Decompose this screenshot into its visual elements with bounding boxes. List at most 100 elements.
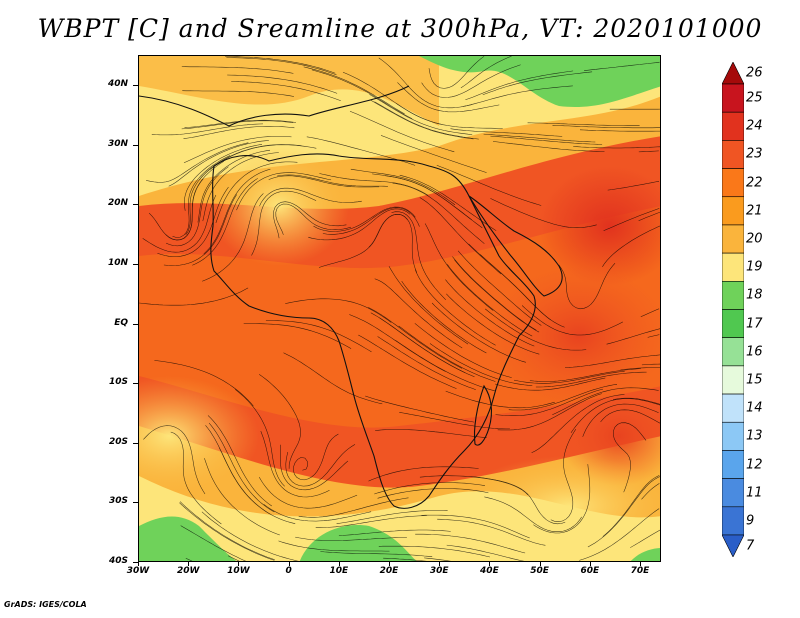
streamline xyxy=(641,483,660,500)
wbpt-field-map xyxy=(139,56,660,561)
colorbar-label: 18 xyxy=(746,287,763,303)
streamline xyxy=(374,101,479,140)
streamline xyxy=(319,173,429,196)
streamline xyxy=(602,225,660,267)
streamline xyxy=(414,323,512,378)
streamline xyxy=(468,243,551,321)
lon-tick xyxy=(489,561,491,566)
lon-tick xyxy=(589,561,591,566)
streamline xyxy=(350,168,456,206)
streamline xyxy=(570,398,660,433)
colorbar-swatch xyxy=(722,393,744,423)
streamline xyxy=(349,314,446,372)
streamline xyxy=(460,56,512,89)
streamline xyxy=(638,211,660,221)
lon-tick xyxy=(539,561,541,566)
streamline xyxy=(235,389,285,487)
lat-label: 20N xyxy=(107,198,128,209)
streamline xyxy=(182,90,295,97)
lat-tick xyxy=(133,144,138,146)
streamline xyxy=(192,178,258,266)
streamline xyxy=(277,174,389,187)
footer-credit: GrADS: IGES/COLA xyxy=(4,600,87,609)
colorbar-label: 23 xyxy=(746,146,763,162)
streamline xyxy=(283,352,383,405)
lat-label: 10N xyxy=(107,257,128,268)
streamline xyxy=(533,464,591,534)
streamline xyxy=(513,370,625,384)
streamline xyxy=(303,66,405,115)
streamline xyxy=(185,150,244,235)
colorbar-label: 20 xyxy=(746,231,763,247)
streamline xyxy=(184,144,263,211)
streamline xyxy=(179,502,275,561)
colorbar-swatch xyxy=(722,62,744,85)
streamline xyxy=(322,207,420,235)
streamline xyxy=(236,172,332,211)
field-green-southwest xyxy=(139,516,237,561)
streamline xyxy=(573,146,660,149)
streamline xyxy=(521,305,624,336)
streamline xyxy=(201,511,299,561)
streamline xyxy=(231,81,341,102)
colorbar xyxy=(722,62,744,557)
streamline xyxy=(320,551,433,557)
lat-label: 30S xyxy=(108,496,128,507)
colorbar-swatch xyxy=(722,111,744,141)
streamline xyxy=(145,142,249,183)
streamline xyxy=(168,140,269,187)
streamline xyxy=(163,194,238,266)
streamline xyxy=(421,514,530,539)
streamline xyxy=(280,444,349,491)
streamline xyxy=(258,476,358,509)
streamline xyxy=(226,57,337,76)
lon-label: 50E xyxy=(530,566,549,576)
streamline xyxy=(527,122,640,126)
streamline xyxy=(640,308,660,318)
streamline xyxy=(197,149,271,223)
lat-tick xyxy=(133,442,138,444)
streamline xyxy=(436,164,542,206)
colorbar-swatch xyxy=(722,252,744,282)
streamline xyxy=(308,208,411,241)
colorbar-label: 15 xyxy=(746,372,763,388)
streamline xyxy=(424,223,494,311)
streamline xyxy=(275,203,352,235)
streamline xyxy=(424,557,452,561)
colorbar-swatch xyxy=(722,506,744,536)
lon-tick xyxy=(138,561,139,566)
colorbar-label: 25 xyxy=(746,90,763,106)
streamline xyxy=(183,136,292,163)
streamline xyxy=(647,334,660,338)
colorbar-label: 22 xyxy=(746,175,763,191)
streamline xyxy=(205,425,271,515)
streamline xyxy=(374,482,485,495)
streamline xyxy=(148,178,204,241)
streamline xyxy=(208,422,275,513)
streamline xyxy=(172,155,231,238)
streamline xyxy=(529,368,641,382)
streamline xyxy=(225,56,336,74)
streamline xyxy=(484,496,582,532)
colorbar-label: 12 xyxy=(746,457,763,473)
streamline xyxy=(315,515,427,528)
streamline xyxy=(204,458,280,536)
colorbar-swatch xyxy=(722,196,744,226)
streamline xyxy=(428,56,485,89)
streamline xyxy=(579,129,660,132)
streamline xyxy=(313,206,416,232)
streamline xyxy=(606,328,660,345)
streamline xyxy=(180,525,247,561)
streamline xyxy=(369,94,473,135)
streamline xyxy=(374,278,463,349)
streamline xyxy=(227,74,338,94)
colorbar-swatch xyxy=(722,337,744,367)
colorbar-label: 11 xyxy=(746,485,763,501)
lon-tick xyxy=(338,561,340,566)
streamline xyxy=(600,409,660,424)
streamline xyxy=(603,208,660,231)
streamline xyxy=(383,557,427,561)
streamline xyxy=(463,85,573,107)
colorbar-swatch xyxy=(722,450,744,479)
streamline xyxy=(587,476,660,548)
